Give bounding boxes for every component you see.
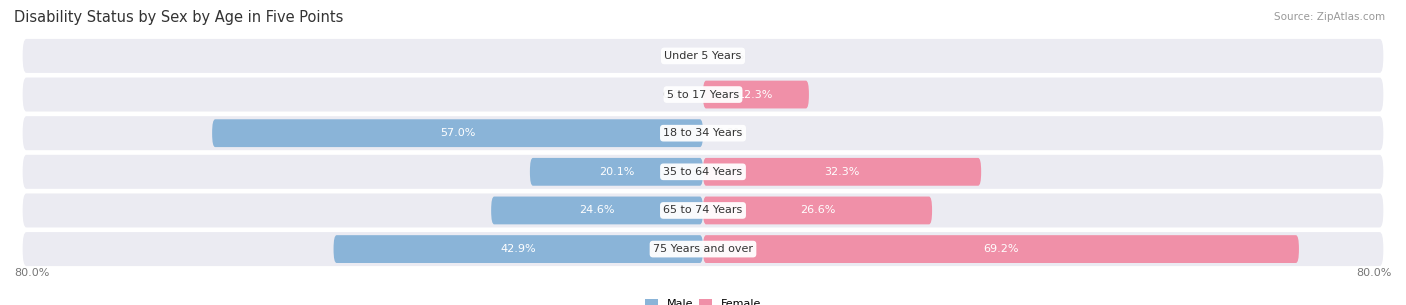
FancyBboxPatch shape (212, 119, 703, 147)
Text: 57.0%: 57.0% (440, 128, 475, 138)
Text: 0.0%: 0.0% (716, 128, 744, 138)
Text: 80.0%: 80.0% (14, 268, 49, 278)
Text: 69.2%: 69.2% (983, 244, 1019, 254)
FancyBboxPatch shape (703, 158, 981, 186)
FancyBboxPatch shape (703, 81, 808, 109)
Text: 75 Years and over: 75 Years and over (652, 244, 754, 254)
FancyBboxPatch shape (491, 196, 703, 224)
FancyBboxPatch shape (22, 116, 1384, 150)
FancyBboxPatch shape (22, 155, 1384, 189)
Text: 24.6%: 24.6% (579, 206, 614, 215)
Text: 35 to 64 Years: 35 to 64 Years (664, 167, 742, 177)
FancyBboxPatch shape (22, 39, 1384, 73)
FancyBboxPatch shape (22, 77, 1384, 112)
Text: 12.3%: 12.3% (738, 90, 773, 99)
Text: 80.0%: 80.0% (1357, 268, 1392, 278)
Text: Source: ZipAtlas.com: Source: ZipAtlas.com (1274, 12, 1385, 22)
Text: 20.1%: 20.1% (599, 167, 634, 177)
Text: 18 to 34 Years: 18 to 34 Years (664, 128, 742, 138)
Text: 42.9%: 42.9% (501, 244, 536, 254)
Text: 65 to 74 Years: 65 to 74 Years (664, 206, 742, 215)
Text: Under 5 Years: Under 5 Years (665, 51, 741, 61)
Text: 26.6%: 26.6% (800, 206, 835, 215)
Text: 0.0%: 0.0% (662, 51, 690, 61)
Text: 0.0%: 0.0% (662, 90, 690, 99)
FancyBboxPatch shape (333, 235, 703, 263)
Text: 5 to 17 Years: 5 to 17 Years (666, 90, 740, 99)
Text: 0.0%: 0.0% (716, 51, 744, 61)
FancyBboxPatch shape (703, 196, 932, 224)
FancyBboxPatch shape (22, 232, 1384, 266)
Text: 32.3%: 32.3% (824, 167, 859, 177)
FancyBboxPatch shape (22, 193, 1384, 228)
FancyBboxPatch shape (703, 235, 1299, 263)
Legend: Male, Female: Male, Female (640, 294, 766, 305)
Text: Disability Status by Sex by Age in Five Points: Disability Status by Sex by Age in Five … (14, 10, 343, 25)
FancyBboxPatch shape (530, 158, 703, 186)
